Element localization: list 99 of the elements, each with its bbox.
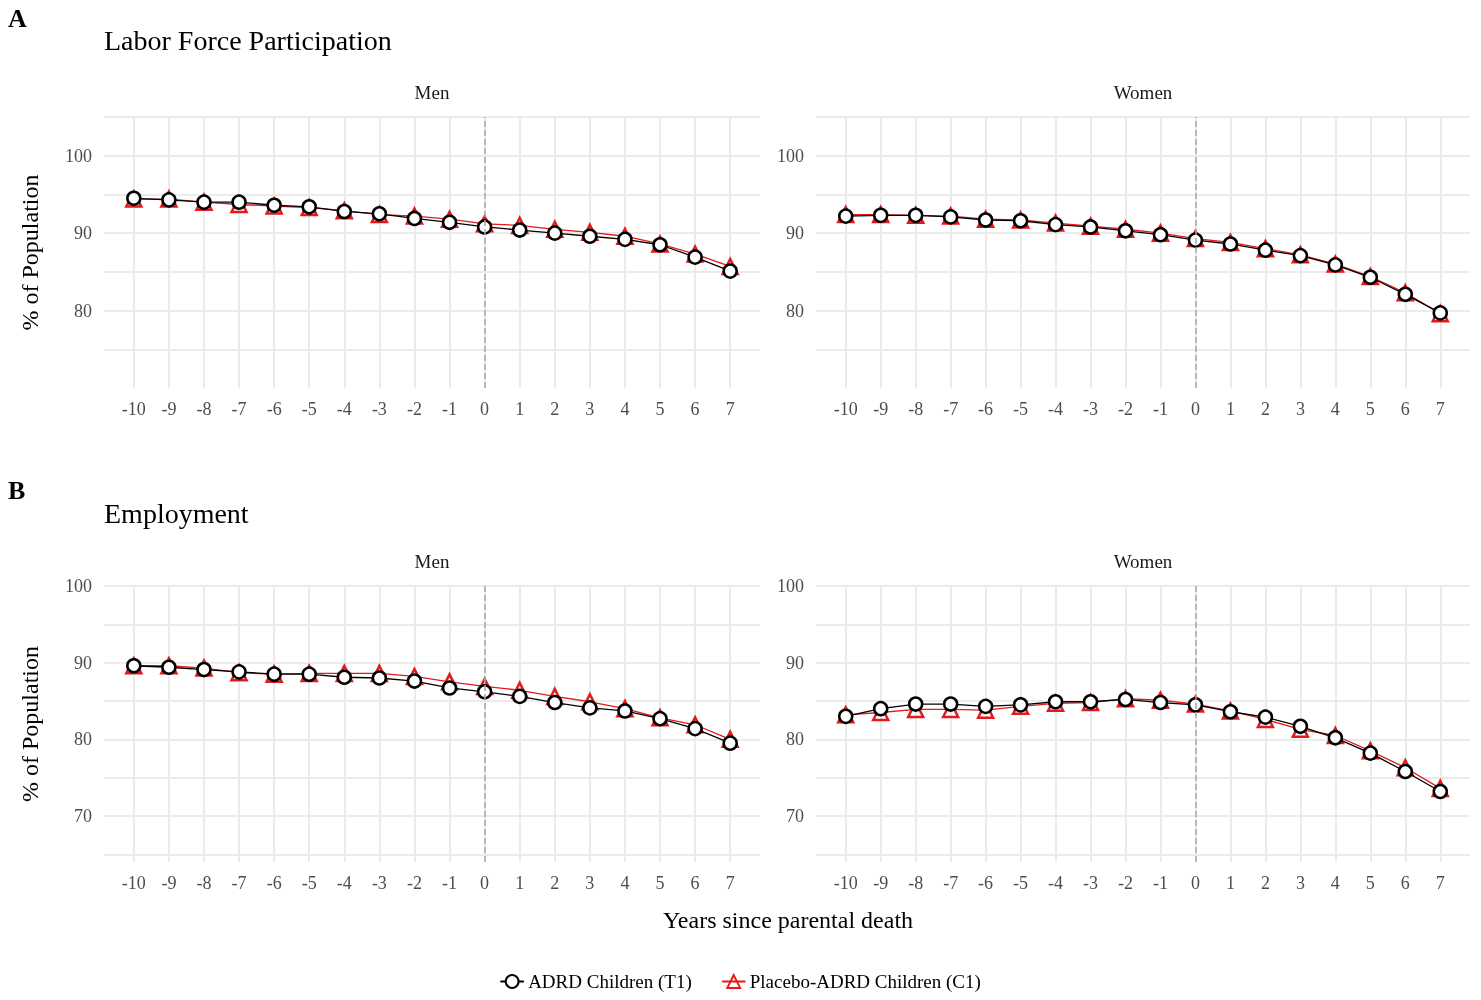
x-tick-label: -5 (301, 873, 317, 893)
x-tick-label: 3 (1295, 399, 1305, 419)
x-tick-label: -6 (266, 873, 282, 893)
x-tick-label: -6 (266, 399, 282, 419)
x-tick-label: 6 (690, 873, 700, 893)
x-tick-label: 2 (550, 873, 560, 893)
chart-subtitle: Men (414, 82, 450, 103)
x-tick-label: -9 (873, 399, 889, 419)
y-tick-label: 80 (74, 729, 92, 750)
x-tick-label: 6 (1400, 399, 1410, 419)
x-tick-label: -1 (442, 399, 458, 419)
y-tick-label: 80 (786, 729, 804, 750)
x-tick-label: 0 (1190, 399, 1200, 419)
x-tick-label: 2 (1260, 873, 1270, 893)
x-tick-label: -4 (336, 873, 352, 893)
x-tick-label: 0 (1190, 873, 1200, 893)
x-tick-label: -10 (833, 399, 858, 419)
chart-subtitle: Men (414, 551, 450, 572)
x-tick-label: 1 (1225, 873, 1235, 893)
x-tick-label: -2 (406, 399, 422, 419)
x-tick-label: 0 (480, 873, 490, 893)
x-tick-label: 5 (1365, 399, 1375, 419)
x-tick-label: -7 (943, 873, 959, 893)
x-tick-label: -10 (121, 873, 146, 893)
y-tick-label: 70 (74, 806, 92, 826)
x-tick-label: 2 (1260, 399, 1270, 419)
x-tick-label: -1 (1152, 399, 1168, 419)
x-tick-label: 6 (1400, 873, 1410, 893)
chart-subtitle: Women (1113, 551, 1173, 572)
legend-label: ADRD Children (T1) (528, 971, 692, 993)
x-tick-label: -2 (1118, 873, 1134, 893)
y-tick-label: 90 (74, 652, 92, 673)
x-tick-label: 7 (1435, 399, 1445, 419)
x-tick-label: 4 (1330, 399, 1340, 419)
x-tick-label: 1 (515, 399, 525, 419)
x-tick-label: -9 (161, 873, 177, 893)
text: B (8, 475, 26, 505)
y-tick-label: 80 (74, 300, 92, 321)
x-tick-label: -7 (943, 399, 959, 419)
y-tick-label: 100 (65, 145, 92, 166)
x-tick-label: -8 (196, 873, 212, 893)
x-tick-label: 6 (690, 399, 700, 419)
x-tick-label: 5 (1365, 873, 1375, 893)
x-tick-label: 1 (515, 873, 525, 893)
x-tick-label: 3 (585, 873, 595, 893)
x-tick-label: -3 (1083, 873, 1099, 893)
x-tick-label: -6 (978, 399, 994, 419)
y-tick-label: 100 (777, 576, 804, 596)
x-tick-label: 0 (480, 399, 490, 419)
x-tick-label: -3 (371, 399, 387, 419)
x-tick-label: -10 (121, 399, 146, 419)
x-tick-label: 7 (725, 873, 735, 893)
x-tick-label: 3 (585, 399, 595, 419)
x-tick-label: -3 (1083, 399, 1099, 419)
x-tick-label: -7 (231, 873, 247, 893)
x-tick-label: -8 (196, 399, 212, 419)
x-tick-label: -8 (908, 873, 924, 893)
x-tick-label: -6 (978, 873, 994, 893)
y-tick-label: 90 (786, 223, 804, 244)
x-tick-label: 5 (655, 399, 665, 419)
chart-title: Employment (104, 497, 249, 529)
x-tick-label: -8 (908, 399, 924, 419)
y-tick-label: 70 (786, 806, 804, 826)
x-tick-label: -4 (1048, 873, 1064, 893)
x-tick-label: 4 (1330, 873, 1340, 893)
x-tick-label: 4 (620, 399, 630, 419)
x-tick-label: -10 (833, 873, 858, 893)
x-tick-label: -1 (442, 873, 458, 893)
y-tick-label: 90 (74, 223, 92, 244)
chart-title: Labor Force Participation (104, 24, 392, 56)
x-tick-label: 1 (1225, 399, 1235, 419)
text: A (8, 3, 27, 33)
x-tick-label: -4 (1048, 399, 1064, 419)
y-tick-label: 100 (777, 145, 804, 166)
x-tick-label: -9 (873, 873, 889, 893)
x-tick-label: 4 (620, 873, 630, 893)
x-tick-label: -3 (371, 873, 387, 893)
x-tick-label: -2 (1118, 399, 1134, 419)
y-axis-title: % of Population (17, 646, 43, 802)
x-tick-label: -5 (1013, 873, 1029, 893)
x-tick-label: -7 (231, 399, 247, 419)
x-tick-label: -4 (336, 399, 352, 419)
x-tick-label: 7 (1435, 873, 1445, 893)
y-tick-label: 80 (786, 300, 804, 321)
x-tick-label: -2 (406, 873, 422, 893)
x-tick-label: 2 (550, 399, 560, 419)
x-tick-label: 7 (725, 399, 735, 419)
legend-label: Placebo-ADRD Children (C1) (749, 971, 981, 993)
x-tick-label: -5 (1013, 399, 1029, 419)
y-axis-title: % of Population (17, 174, 43, 331)
x-tick-label: -9 (161, 399, 177, 419)
x-tick-label: -5 (301, 399, 317, 419)
x-tick-label: 5 (655, 873, 665, 893)
y-tick-label: 90 (786, 652, 804, 673)
x-tick-label: -1 (1152, 873, 1168, 893)
y-tick-label: 100 (65, 576, 92, 596)
x-axis-title: Years since parental death (662, 907, 914, 933)
x-tick-label: 3 (1295, 873, 1305, 893)
chart-subtitle: Women (1113, 82, 1173, 103)
